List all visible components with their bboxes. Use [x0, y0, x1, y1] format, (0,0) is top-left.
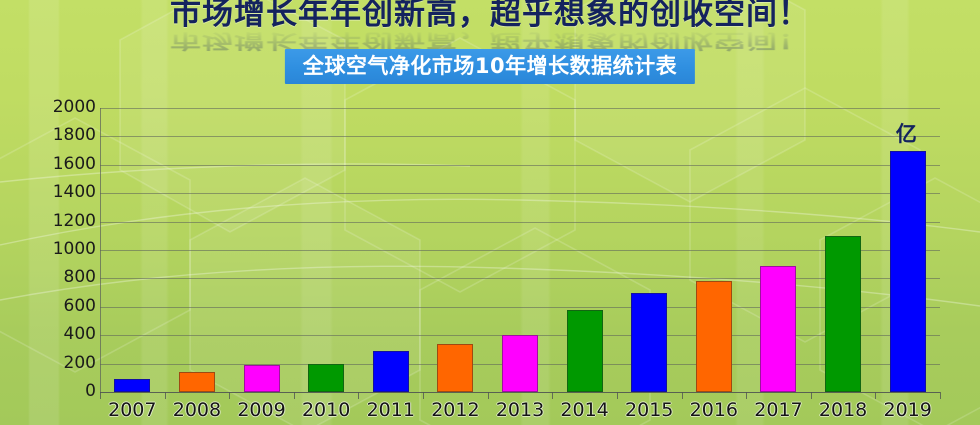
- y-axis-tick-label: 400: [63, 324, 96, 345]
- x-axis-tick-label: 2007: [108, 399, 157, 421]
- x-axis-tick-label: 2012: [431, 399, 480, 421]
- y-axis-tick-labels: 2000 1800 1600 1400 1200 1000 800 600 400 200 0: [0, 0, 96, 425]
- x-axis-tick-labels: 2007 2008 2009 2010 2011 2012 2013 2014 2015 2016…: [100, 398, 940, 424]
- x-axis-tick: [746, 392, 748, 399]
- x-axis-tick: [487, 392, 489, 399]
- x-axis-tick: [358, 392, 360, 399]
- x-axis-tick-label: 2009: [237, 399, 286, 421]
- x-axis-tick-label: 2014: [560, 399, 609, 421]
- bar-2017: [760, 265, 797, 392]
- bar-2011: [372, 350, 409, 392]
- bar-2014: [566, 309, 603, 392]
- plot-area: [100, 108, 940, 393]
- y-axis-tick-label: 1000: [52, 239, 96, 259]
- subtitle-banner: 全球空气净化市场10年增长数据统计表: [284, 49, 696, 84]
- x-axis-tick: [100, 392, 101, 399]
- x-axis-tick: [681, 392, 683, 399]
- x-axis-tick: [875, 392, 877, 399]
- gridline: [100, 136, 940, 138]
- x-axis-tick: [229, 392, 231, 399]
- y-axis-tick-label: 1800: [52, 125, 96, 146]
- y-axis-tick-label: 1400: [52, 182, 96, 203]
- bar-2013: [502, 335, 538, 392]
- bar-2015: [631, 292, 668, 392]
- y-axis-tick-label: 200: [63, 352, 96, 373]
- gridline: [100, 193, 940, 195]
- x-axis-tick: [552, 392, 554, 399]
- gridline: [100, 108, 940, 109]
- x-axis-tick-label: 2015: [625, 399, 674, 421]
- bar-2012: [437, 343, 474, 392]
- x-axis-tick: [164, 392, 166, 399]
- y-axis-line: [100, 108, 101, 393]
- x-axis-tick-label: 2017: [754, 399, 803, 421]
- x-axis-tick: [293, 392, 295, 399]
- x-axis-tick-label: 2018: [818, 399, 868, 421]
- gridline: [100, 278, 940, 280]
- gridline: [100, 306, 940, 308]
- gridline: [100, 250, 940, 251]
- bar-2009: [243, 365, 280, 392]
- x-axis-tick-label: 2008: [172, 399, 222, 421]
- y-axis-tick-label: 0: [85, 381, 96, 401]
- x-axis-tick-label: 2019: [883, 399, 932, 421]
- gridline: [100, 164, 940, 166]
- page-title: 市场增长年年创新高，超乎想象的创收空间！: [170, 0, 810, 32]
- bar-2016: [695, 281, 732, 392]
- y-axis-tick-label: 600: [63, 295, 96, 316]
- y-axis-tick-label: 800: [63, 267, 96, 288]
- y-axis-tick-label: 1200: [52, 210, 96, 231]
- bar-2007: [114, 379, 151, 392]
- x-axis-tick-label: 2010: [301, 399, 351, 421]
- bar-2019: [889, 150, 926, 392]
- bar-2010: [308, 363, 345, 392]
- y-axis-tick-label: 1600: [52, 153, 96, 174]
- headline-block: 市场增长年年创新高，超乎想象的创收空间！ 市场增长年年创新高，超乎想象的创收空间…: [0, 0, 980, 88]
- x-axis-tick: [940, 392, 941, 399]
- gridline: [100, 221, 940, 223]
- x-axis-tick-label: 2013: [495, 399, 545, 421]
- subtitle-banner-label: 全球空气净化市场10年增长数据统计表: [302, 54, 678, 78]
- bar-2018: [825, 235, 862, 392]
- x-axis-tick: [616, 392, 618, 399]
- x-axis-tick-label: 2011: [366, 399, 415, 421]
- x-axis-tick-label: 2016: [689, 399, 739, 421]
- x-axis-tick: [810, 392, 812, 399]
- bar-2008: [178, 372, 215, 392]
- y-axis-unit-label: 亿: [895, 121, 917, 146]
- y-axis-tick-label: 2000: [52, 97, 96, 117]
- x-axis-line: [100, 392, 940, 393]
- x-axis-tick: [423, 392, 425, 399]
